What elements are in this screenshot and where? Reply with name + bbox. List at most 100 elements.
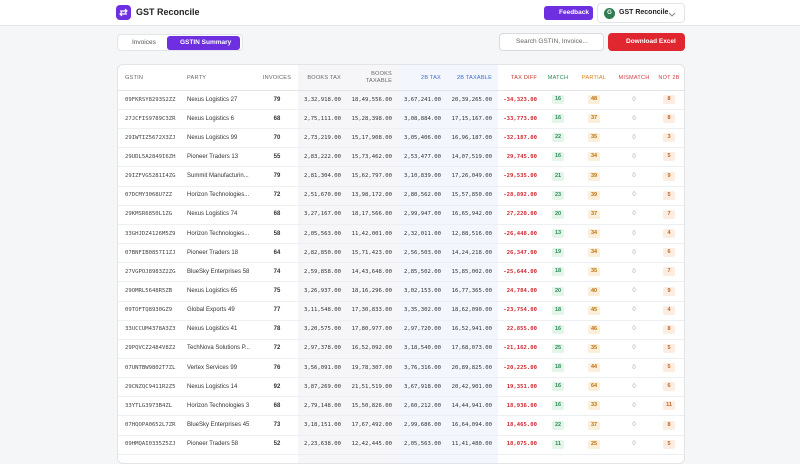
account-switcher[interactable]: G GST Reconcile [597,3,685,23]
amount: 15,71,423.00 [351,249,392,256]
invoice-count: 70 [273,134,281,141]
amount: 3,67,241.00 [403,96,441,103]
amount: 3,20,575.00 [303,326,341,333]
invoice-count: 73 [273,422,281,429]
amount: 14,24,218.00 [451,249,492,256]
row-divider [118,185,684,187]
gstin: 27JCFIS9789C3ZR [125,115,176,122]
amount: 18,17,566.00 [351,211,392,218]
count-badge: 7 [663,267,675,277]
tax-diff: 29,745.00 [506,153,537,160]
count-badge: 20 [552,209,564,219]
column-header: TAX DIFF [510,74,537,81]
count-badge: 16 [552,401,564,411]
amount: 17,26,049.00 [451,173,492,180]
amount: 3,87,269.00 [303,383,341,390]
row-divider [118,357,684,359]
party: Nexus Logistics 14 [187,383,238,390]
count-badge: 20 [552,286,564,296]
amount: 17,67,492.00 [351,422,392,429]
count-badge: 37 [588,209,600,219]
tax-diff: -26,448.00 [503,230,537,237]
count-badge: 16 [552,114,564,124]
tab-invoices[interactable]: Invoices [132,39,156,46]
count-badge: 6 [663,382,675,392]
search-input[interactable]: Search GSTIN, Invoice... [499,33,604,51]
count-badge: 16 [552,95,564,104]
amount: 16,52,092.00 [351,345,392,352]
count-badge: 22 [552,133,564,143]
row-divider [118,262,684,264]
count-badge: 35 [588,267,600,277]
amount: 2,05,563.00 [303,230,341,237]
mismatch-count: 0 [632,173,636,180]
invoice-count: 79 [273,173,281,180]
amount: 16,52,941.00 [451,326,492,333]
count-badge: 64 [588,382,600,392]
mismatch-count: 0 [632,402,636,409]
count-badge: 4 [663,229,675,239]
amount: 20,42,901.00 [451,383,492,390]
count-badge: 46 [588,324,600,334]
gstin: 33YTLG3973B4ZL [125,402,173,409]
tax-diff: -23,754.00 [503,307,537,314]
tax-diff: 26,347.00 [506,249,537,256]
gstin: 29KMSR6850L1ZG [125,211,173,218]
feedback-button[interactable]: Feedback [544,6,593,20]
mismatch-count: 0 [632,307,636,314]
count-badge: 21 [552,171,564,181]
invoice-count: 92 [273,383,281,390]
count-badge: 34 [588,229,600,239]
count-badge: 5 [663,439,675,449]
amount: 2,97,720.00 [403,326,441,333]
tab-gstin-summary[interactable]: GSTIN Summary [167,36,240,50]
count-badge: 35 [588,343,600,353]
count-badge: 39 [588,171,600,181]
amount: 3,35,302.00 [403,307,441,314]
gstin: 29PQVCZ2484V8Z2 [125,345,176,352]
count-badge: 4 [663,305,675,315]
mismatch-count: 0 [632,288,636,294]
row-divider [118,204,684,206]
download-button[interactable]: Download Excel [608,33,685,51]
mismatch-count: 0 [632,326,636,333]
amount: 3,11,548.00 [303,307,341,314]
tax-diff: 18,465.00 [506,422,537,429]
count-badge: 45 [588,305,600,315]
amount: 2,79,148.00 [303,402,341,409]
count-badge: 8 [663,114,675,124]
count-badge: 35 [588,133,600,143]
amount: 3,18,540.00 [403,345,441,352]
count-badge: 5 [663,363,675,373]
gstin: 27VGPOJ8983Z2ZG [125,268,176,275]
chevron [668,12,676,17]
row-divider [118,128,684,130]
row-divider [118,109,684,110]
mismatch-count: 0 [632,364,636,371]
amount: 3,05,406.00 [403,134,441,141]
invoice-count: 55 [273,153,281,160]
column-header: MATCH [547,74,569,81]
count-badge: 25 [552,343,564,353]
amount: 2,60,212.00 [403,402,441,409]
column-header: GSTIN [125,74,144,81]
mismatch-count: 0 [632,211,636,218]
amount: 17,68,073.00 [451,345,492,352]
amount: 2,05,563.00 [403,441,441,448]
party: Nexus Logistics 6 [187,115,235,122]
logo-icon [119,8,128,17]
amount: 2,51,670.00 [303,192,341,199]
row-divider [118,300,684,302]
party: Horizon Technologies... [187,192,250,199]
amount: 3,18,151.00 [303,422,341,429]
app-title: GST Reconcile [136,7,200,17]
count-badge: 19 [552,248,564,258]
invoice-count: 68 [273,115,281,122]
mismatch-count: 0 [632,230,636,237]
count-badge: 22 [552,420,564,430]
amount: 14,44,941.00 [451,402,492,409]
row-divider [118,377,684,379]
column-header: PARTIAL [581,74,607,81]
party: Global Exports 49 [187,307,235,314]
amount: 11,42,001.00 [351,230,392,237]
